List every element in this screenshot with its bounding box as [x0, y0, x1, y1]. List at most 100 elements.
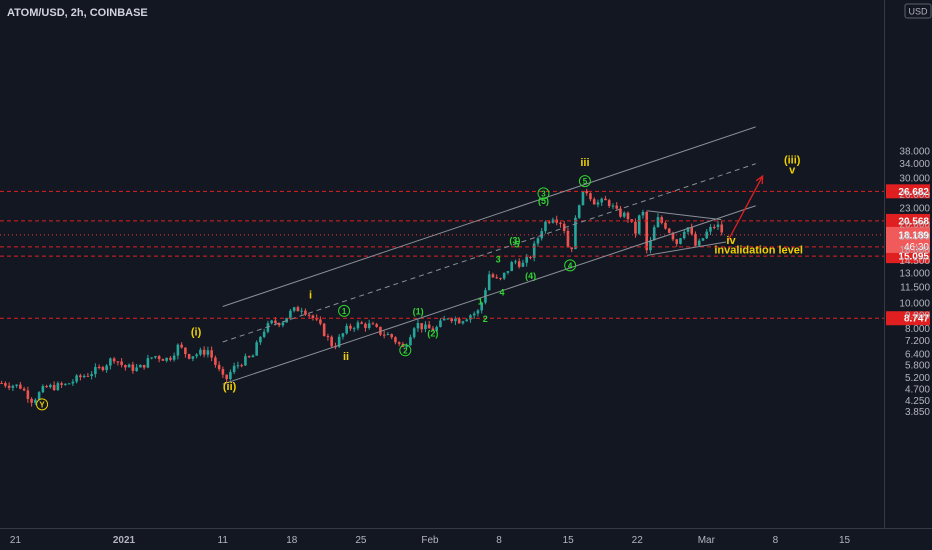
candle-body [180, 344, 183, 348]
candle-body [210, 350, 213, 358]
candle-body [90, 374, 93, 376]
x-tick-label: 15 [563, 535, 575, 546]
candle-body [94, 366, 97, 375]
y-tick-label: 14.500 [899, 256, 930, 267]
candle-body [109, 358, 112, 366]
candle-body [165, 357, 168, 361]
wave-label: 4 [500, 287, 505, 297]
candle-body [367, 323, 371, 328]
candle-body [461, 321, 465, 324]
x-tick-label: 2021 [113, 535, 136, 546]
unit-label: USD [908, 7, 928, 17]
projection-arrow-line [727, 175, 764, 241]
candle-body [611, 205, 615, 207]
y-tick-label: 11.500 [900, 283, 930, 294]
wave-label: invalidation level [714, 244, 803, 256]
candle-body [480, 302, 483, 311]
candle-body [570, 247, 574, 250]
wave-label-circle [338, 304, 351, 317]
wave-label: Y [39, 400, 45, 409]
y-tick-label: 7.200 [905, 336, 930, 347]
candle-body [592, 199, 596, 205]
candle-body [585, 191, 589, 194]
candle-body [364, 323, 367, 328]
channel-lines-layer [222, 126, 764, 385]
candle-body [139, 364, 142, 368]
y-tick-label: 4.700 [905, 384, 930, 395]
candle-body [337, 336, 341, 347]
candle-body [412, 328, 416, 338]
candle-body [221, 369, 225, 375]
candle-body [487, 274, 491, 291]
x-tick-label: Feb [421, 535, 439, 546]
channel-lower-line [222, 205, 756, 385]
candle-body [172, 355, 176, 360]
candle-body [240, 365, 243, 367]
candle-body [229, 372, 232, 380]
price-level-badge [886, 184, 930, 199]
candle-body [262, 331, 266, 337]
y-tick-label: 34.000 [899, 159, 930, 170]
candle-body [420, 323, 423, 330]
candle-body [112, 358, 116, 362]
candle-body [101, 367, 105, 371]
y-tick-label: 30.000 [899, 173, 930, 184]
candle-body [82, 375, 86, 378]
channel-mid-line [222, 163, 756, 343]
candle-body [67, 383, 71, 385]
wave-label: 1 [342, 307, 347, 316]
projection-arrow-head [755, 174, 764, 185]
candle-body [360, 322, 363, 324]
candle-body [506, 271, 510, 273]
candle-body [371, 323, 375, 325]
candle-body [304, 310, 307, 315]
candle-body [345, 325, 348, 334]
candle-body [277, 323, 281, 326]
candle-body [435, 326, 438, 332]
candle-body [439, 320, 442, 327]
candle-body [607, 200, 611, 206]
wave-label: 3 [496, 254, 501, 264]
y-tick-label: 16.000 [899, 245, 930, 256]
wave-label: (ii) [223, 381, 237, 393]
candle-body [154, 356, 157, 358]
candle-body [694, 233, 697, 246]
candle-body [716, 224, 720, 228]
candle-body [22, 388, 26, 391]
candle-body [142, 364, 146, 368]
candle-body [544, 221, 547, 232]
candle-body [0, 383, 3, 385]
wave-label: ii [343, 351, 349, 363]
candle-body [274, 320, 277, 324]
candle-body [596, 202, 600, 205]
candle-body [45, 386, 48, 388]
candle-body [259, 336, 262, 343]
wave-label: (5) [538, 196, 549, 206]
candle-body [532, 243, 536, 258]
candle-body [202, 349, 206, 355]
candle-body [615, 205, 619, 209]
candle-body [195, 354, 198, 357]
triangle-top-line [647, 210, 722, 221]
wave-label-circle [36, 398, 49, 411]
candle-body [30, 398, 33, 403]
candle-body [499, 278, 502, 280]
candle-body [604, 198, 607, 201]
wave-label: 5 [583, 177, 588, 186]
candle-body [184, 347, 187, 355]
y-tick-label: 4.250 [905, 396, 930, 407]
candle-body [281, 322, 285, 326]
candle-body [577, 205, 581, 218]
candle-body [686, 227, 690, 232]
candle-body [199, 349, 202, 355]
candle-body [386, 334, 390, 336]
candle-body [619, 208, 622, 217]
candle-body [431, 328, 435, 332]
candle-body [701, 238, 705, 241]
y-tick-label: 6.400 [905, 349, 930, 360]
candle-body [4, 383, 7, 386]
candle-body [232, 365, 236, 373]
candle-body [641, 211, 645, 216]
candle-body [457, 318, 461, 324]
